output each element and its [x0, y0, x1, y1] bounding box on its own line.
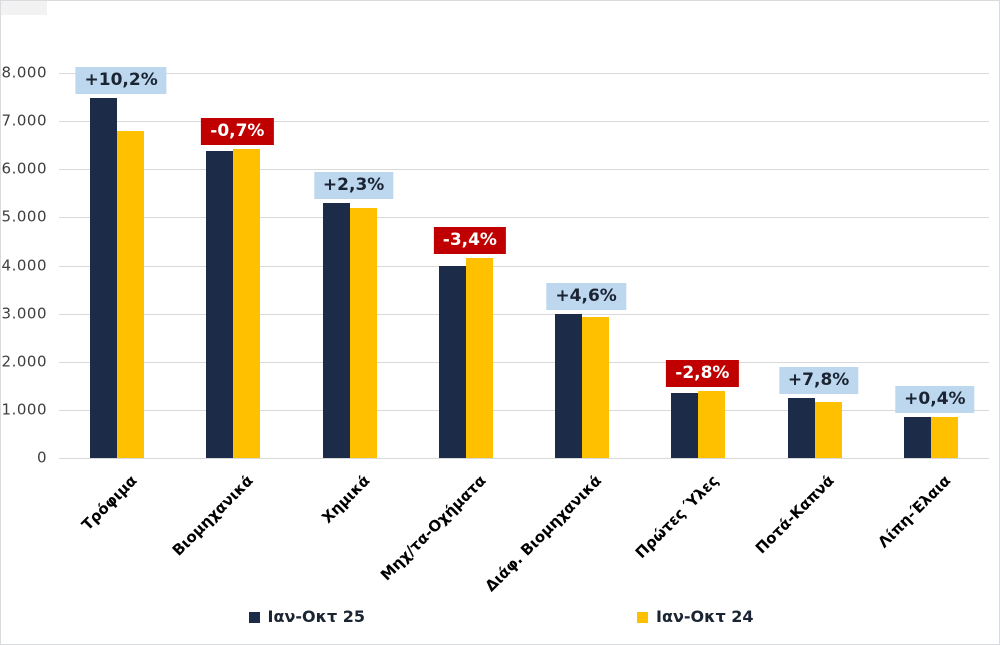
y-axis-tick-label: 6.000 — [1, 159, 47, 178]
x-axis-category-label: Πρώτες Ύλες — [631, 471, 722, 562]
bar-ian-okt-25 — [671, 392, 699, 458]
percent-change-label: -0,7% — [201, 118, 274, 146]
bar-ian-okt-25 — [555, 313, 583, 458]
y-axis-tick-label: 5.000 — [1, 207, 47, 226]
gridline — [59, 361, 989, 363]
percent-change-label: -2,8% — [666, 359, 739, 387]
x-axis-category-label: Μηχ/τα-Οχήματα — [376, 471, 490, 585]
y-axis-tick-label: 8.000 — [1, 63, 47, 82]
percent-change-label: +2,3% — [313, 172, 394, 200]
x-axis-category-label: Διάφ. Βιομηχανικά — [481, 471, 606, 596]
gridline — [59, 73, 989, 74]
x-axis-category-label: Λίπη-Έλαια — [874, 471, 955, 552]
y-axis-tick-label: 7.000 — [1, 111, 47, 130]
percent-change-label: -3,4% — [433, 227, 506, 255]
gridline — [59, 313, 989, 315]
bar-ian-okt-24 — [814, 401, 842, 458]
bar-ian-okt-24 — [233, 149, 261, 458]
y-axis-tick-label: 3.000 — [1, 304, 47, 323]
window-corner-artifact — [1, 1, 47, 15]
x-axis-category-label: Βιομηχανικά — [168, 471, 257, 560]
bar-ian-okt-24 — [349, 208, 377, 458]
legend-label: Ιαν-Οκτ 24 — [656, 607, 754, 626]
y-axis-tick-label: 2.000 — [1, 352, 47, 371]
legend-item-ian-okt-25: Ιαν-Οκτ 25 — [248, 607, 366, 626]
y-axis-tick-label: 4.000 — [1, 256, 47, 274]
gridline — [59, 265, 989, 267]
percent-change-label: +0,4% — [895, 385, 975, 413]
y-axis-tick-label: 0 — [36, 448, 47, 467]
x-axis-category-label: Χημικά — [317, 471, 373, 527]
gridline — [59, 217, 989, 219]
percent-change-label: +4,6% — [546, 282, 626, 310]
gridline — [59, 169, 989, 171]
y-axis-tick-label: 1.000 — [1, 400, 47, 419]
legend-item-ian-okt-24: Ιαν-Οκτ 24 — [637, 609, 754, 625]
bar-ian-okt-25 — [206, 150, 234, 458]
percent-change-label: +10,2% — [75, 67, 167, 95]
gridline — [59, 121, 989, 123]
bar-ian-okt-24 — [117, 131, 145, 458]
x-axis-category-label: Ποτά-Καπνά — [752, 471, 838, 558]
legend-swatch-navy — [248, 611, 260, 623]
bar-ian-okt-25 — [90, 98, 118, 458]
bar-ian-okt-24 — [930, 416, 958, 458]
x-axis-category-label: Τρόφιμα — [78, 471, 141, 534]
gridline — [59, 409, 989, 411]
percent-change-label: +7,8% — [778, 366, 859, 394]
bar-ian-okt-24 — [698, 390, 726, 458]
bar-ian-okt-24 — [465, 258, 493, 458]
gridline — [59, 458, 989, 459]
bar-ian-okt-25 — [438, 266, 466, 458]
bar-ian-okt-24 — [582, 316, 610, 458]
legend-label: Ιαν-Οκτ 25 — [267, 607, 366, 626]
legend-swatch-yellow — [637, 611, 648, 623]
bar-ian-okt-25 — [787, 397, 815, 458]
bar-ian-okt-25 — [903, 416, 931, 458]
bar-ian-okt-25 — [322, 203, 350, 458]
chart-legend: Ιαν-Οκτ 25 Ιαν-Οκτ 24 — [1, 607, 999, 626]
